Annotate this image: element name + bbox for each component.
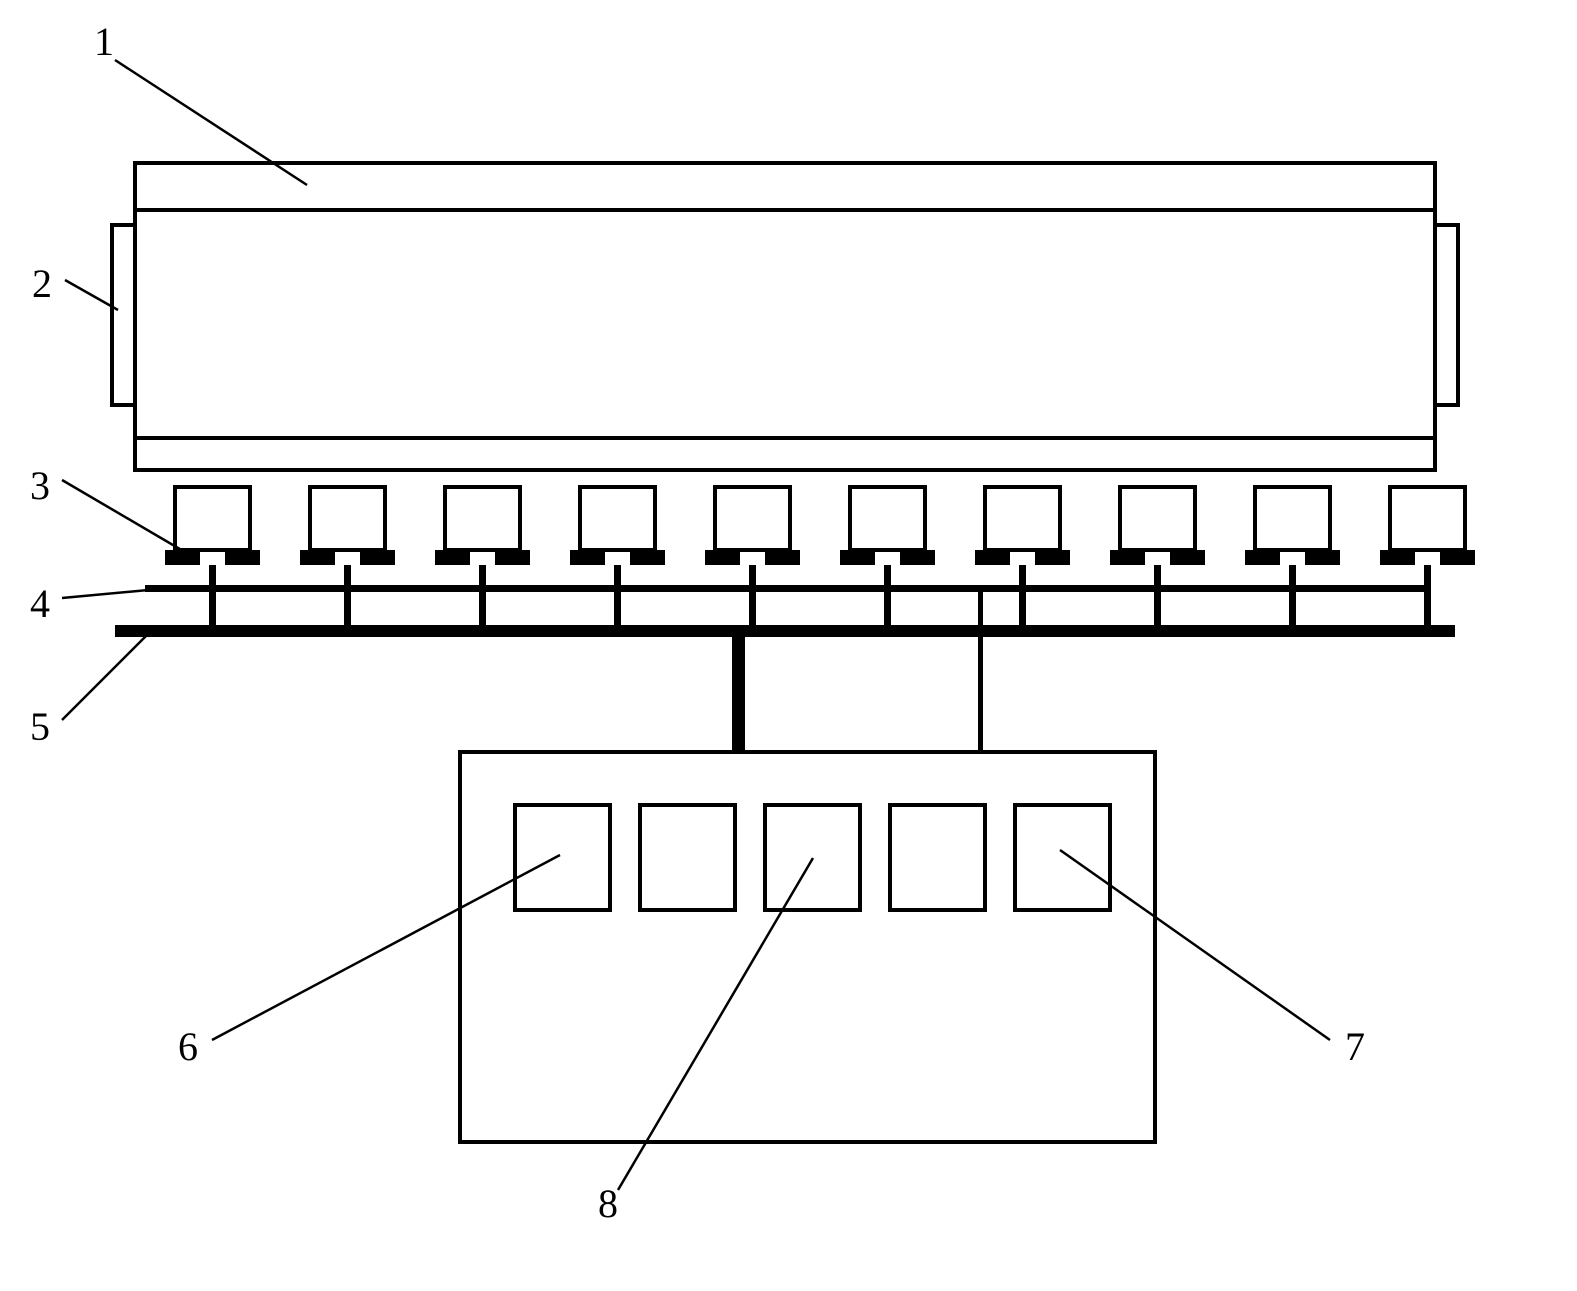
callout-label-l4: 4 [30, 580, 50, 627]
callout-label-l5: 5 [30, 703, 50, 750]
callout-label-l3: 3 [30, 462, 50, 509]
callout-label-l7: 7 [1345, 1023, 1365, 1070]
callout-label-l2: 2 [32, 260, 52, 307]
leader-line-l5 [62, 632, 150, 720]
callout-label-l8: 8 [598, 1180, 618, 1227]
callout-label-l6: 6 [178, 1023, 198, 1070]
technical-diagram [0, 0, 1577, 1291]
leader-line-l3 [62, 480, 190, 555]
callout-label-l1: 1 [94, 18, 114, 65]
leader-line-l4 [62, 588, 170, 598]
leader-line-l1 [115, 60, 307, 185]
